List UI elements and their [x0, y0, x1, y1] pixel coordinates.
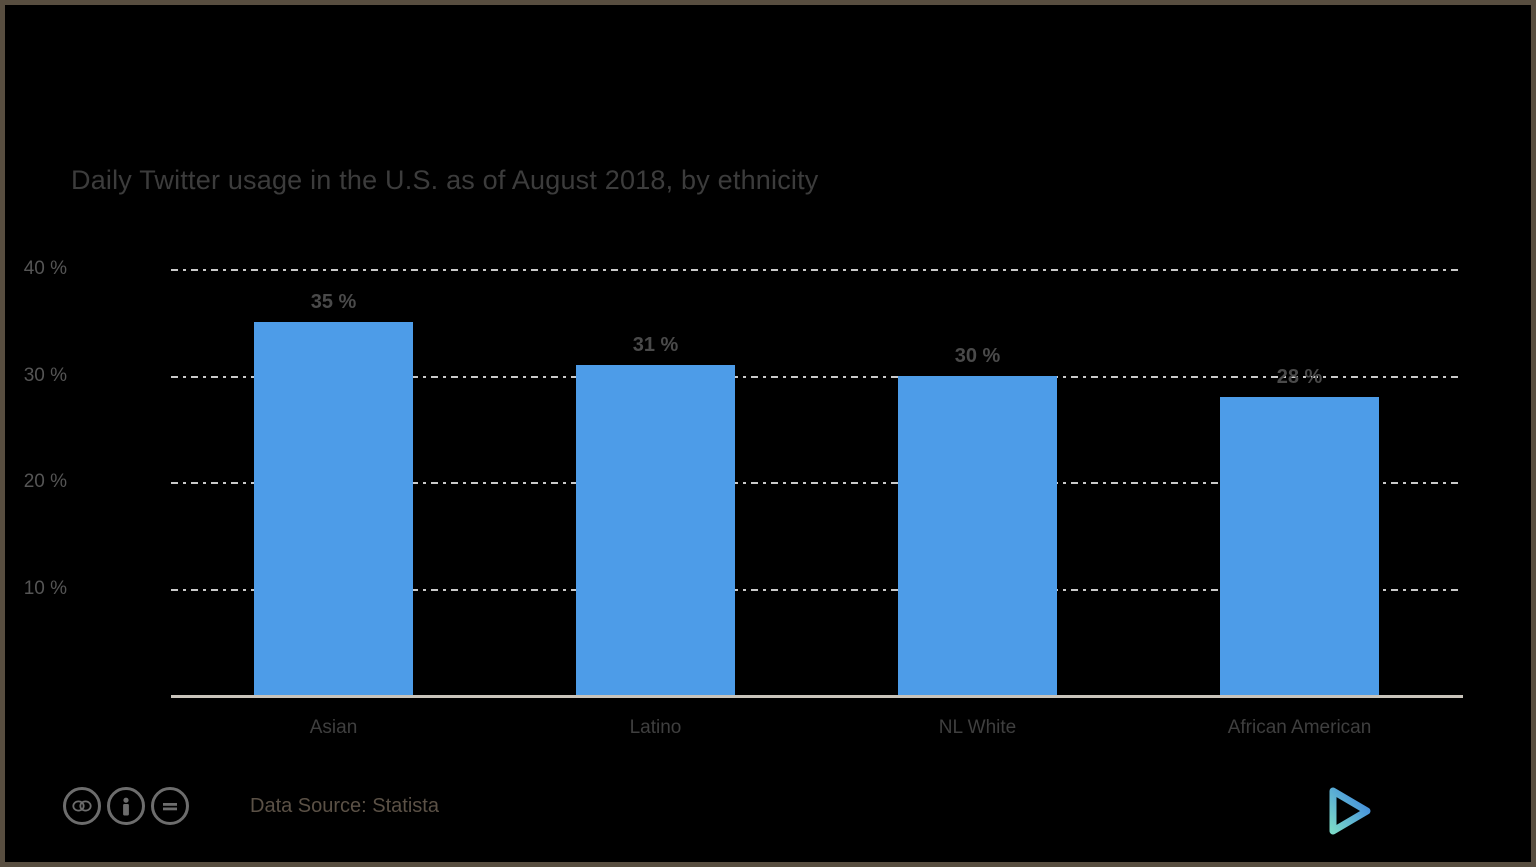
bar-nl-white[interactable] — [898, 375, 1057, 695]
gridline-10 — [171, 588, 1463, 591]
gridline-40 — [171, 269, 1463, 271]
chart-title: Daily Twitter usage in the U.S. as of Au… — [71, 165, 819, 195]
ytick-label-30: 30 % — [23, 364, 67, 386]
bar-asian[interactable] — [254, 322, 413, 695]
bar-value-nl-white: 30 % — [954, 344, 1001, 367]
gridline-30 — [171, 375, 1463, 378]
bar-latino[interactable] — [576, 364, 735, 695]
plot-area: 40 % 30 % 20 % 10 % 35 % 31 % 30 % 28 % … — [24, 258, 1463, 738]
ytick-label-20: 20 % — [23, 471, 67, 492]
x-axis-line — [171, 695, 1463, 698]
bar-african-american[interactable] — [1220, 396, 1379, 695]
by-icon — [107, 787, 145, 825]
bar-value-african-american: 28 % — [1276, 365, 1323, 388]
ytick-label-40: 40 % — [23, 258, 67, 279]
play-logo-icon — [1323, 785, 1375, 837]
creative-commons-badges — [63, 787, 189, 825]
category-label-nl-white: NL White — [938, 717, 1017, 738]
category-label-african-american: African American — [1227, 717, 1372, 738]
gridline-20 — [171, 482, 1463, 484]
category-label-asian: Asian — [309, 717, 358, 738]
ytick-label-10: 10 % — [23, 577, 67, 599]
category-label-latino: Latino — [629, 717, 682, 738]
nd-icon — [151, 787, 189, 825]
bar-value-latino: 31 % — [632, 333, 679, 356]
cc-icon — [63, 787, 101, 825]
data-source-label: Data Source: Statista — [250, 795, 439, 817]
chart-footer: Data Source: Statista — [5, 775, 1531, 845]
bar-value-asian: 35 % — [310, 291, 357, 314]
